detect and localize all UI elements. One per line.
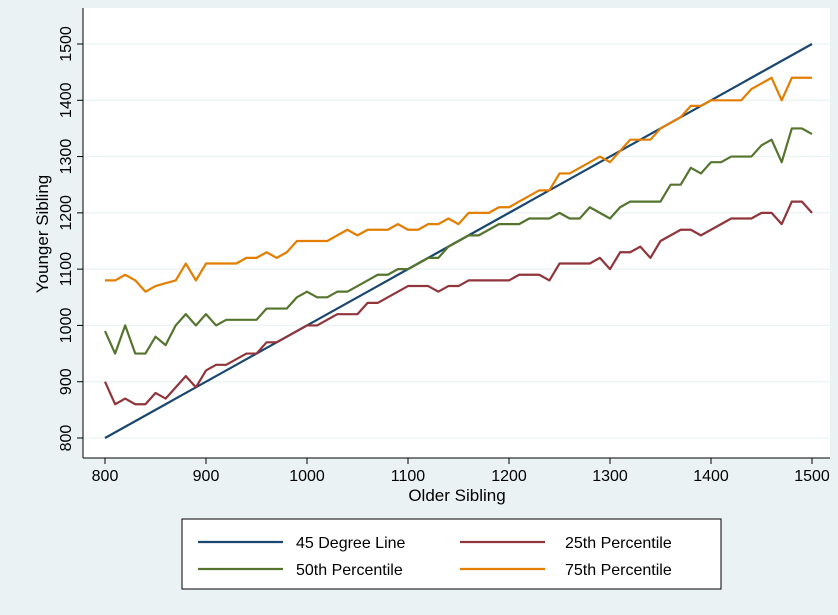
x-tick-label: 1400 [693,468,729,485]
y-axis-title: Younger Sibling [33,175,52,293]
y-tick-label: 1100 [58,252,75,287]
series-line-3 [105,76,812,293]
x-tick-label: 800 [92,468,119,485]
series-line-2 [103,127,813,355]
legend-label-3: 75th Percentile [565,562,672,579]
axes: 800 900 1000 1100 1200 1300 1400 1500 800 900 1000… [58,8,830,485]
plot-area [83,8,830,458]
x-tick-label: 1100 [391,468,426,485]
y-tick-label: 900 [58,368,75,395]
x-tick-label: 900 [193,468,220,485]
series-line-1 [103,200,813,406]
series-lines [103,43,813,439]
legend-box [181,518,722,590]
y-tick-label: 1200 [58,195,75,231]
y-tick-label: 1400 [58,82,75,118]
legend-label-0: 45 Degree Line [296,535,406,552]
x-tick-label: 1300 [592,468,628,485]
legend: 45 Degree Line 25th Percentile 50th Percen… [181,518,722,590]
x-axis-title: Older Sibling [408,486,505,505]
legend-label-2: 50th Percentile [296,562,403,579]
y-tick-label: 1300 [58,139,75,175]
y-tick-label: 1500 [58,26,75,62]
legend-label-1: 25th Percentile [565,535,672,552]
y-tick-label: 800 [58,425,75,452]
x-tick-label: 1000 [289,468,325,485]
x-tick-label: 1200 [491,468,527,485]
x-tick-label: 1500 [794,468,830,485]
y-tick-label: 1000 [58,308,75,344]
